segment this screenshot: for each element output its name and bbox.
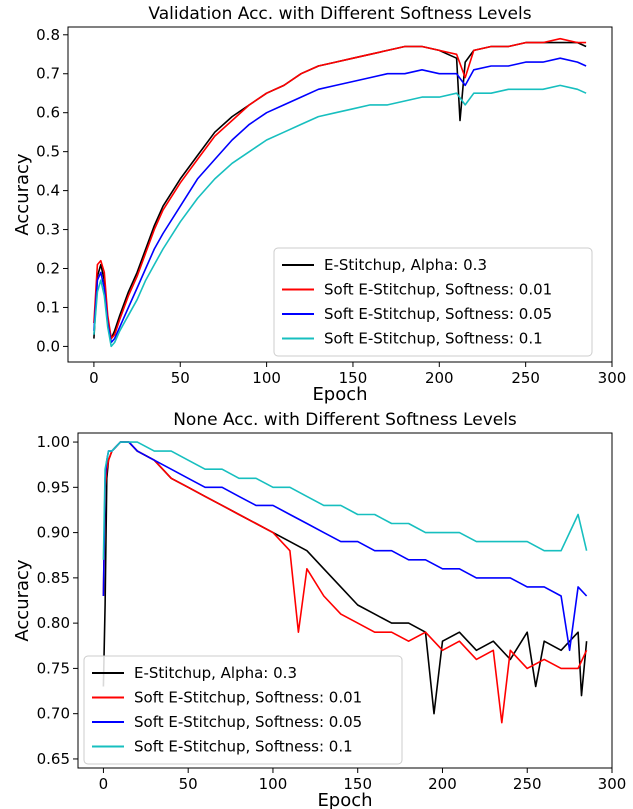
chart-2-legend-label-2: Soft E-Stitchup, Softness: 0.01 xyxy=(134,689,362,707)
chart-1-x-tick-label: 100 xyxy=(252,369,281,387)
chart-2-legend-label-3: Soft E-Stitchup, Softness: 0.05 xyxy=(134,713,362,731)
chart-2-y-tick-label: 0.70 xyxy=(37,705,70,723)
chart-1-y-tick-label: 0.8 xyxy=(36,26,60,44)
chart-2-y-tick-label: 0.95 xyxy=(37,478,70,496)
chart-2-x-tick-label: 250 xyxy=(513,775,542,793)
chart-2-x-tick-label: 300 xyxy=(598,775,627,793)
chart-1-x-tick-label: 200 xyxy=(425,369,454,387)
chart-1-legend: E-Stitchup, Alpha: 0.3 Soft E-Stitchup, S… xyxy=(273,247,593,357)
chart-1-x-tick-label: 0 xyxy=(89,369,99,387)
chart-1-x-tick-label: 150 xyxy=(339,369,368,387)
chart-2-legend-label-1: E-Stitchup, Alpha: 0.3 xyxy=(134,664,297,682)
chart-1-y-tick-label: 0.4 xyxy=(36,182,60,200)
chart-1-axes-frame xyxy=(67,26,613,363)
chart-2-series-line-4 xyxy=(102,441,588,560)
chart-1-y-axis-label: Accuracy xyxy=(12,153,33,236)
chart-2-legend-label-4: Soft E-Stitchup, Softness: 0.1 xyxy=(134,738,353,756)
chart-2-x-tick-label: 200 xyxy=(428,775,457,793)
chart-2-y-tick-label: 0.75 xyxy=(37,659,70,677)
chart-1-legend-label-4: Soft E-Stitchup, Softness: 0.1 xyxy=(324,330,543,348)
chart-1-x-tick-label: 50 xyxy=(171,369,190,387)
chart-2-x-tick-label: 150 xyxy=(343,775,372,793)
chart-1-title: Validation Acc. with Different Softness … xyxy=(148,4,531,24)
chart-2-legend-box xyxy=(83,655,403,765)
chart-1-y-tick-label: 0.7 xyxy=(36,65,60,83)
chart-2-x-axis-label: Epoch xyxy=(317,790,372,809)
chart-2-y-tick-label: 0.80 xyxy=(37,614,70,632)
chart-2-x-tick-label: 0 xyxy=(99,775,109,793)
chart-2-group: None Acc. with Different Softness Levels… xyxy=(12,410,626,809)
chart-2-y-tick-label: 0.65 xyxy=(37,750,70,768)
chart-1-y-tick-label: 0.5 xyxy=(36,143,60,161)
chart-1-legend-label-2: Soft E-Stitchup, Softness: 0.01 xyxy=(324,281,552,299)
chart-2-legend: E-Stitchup, Alpha: 0.3 Soft E-Stitchup, S… xyxy=(83,655,403,765)
chart-1-x-axis-label: Epoch xyxy=(312,384,367,405)
chart-1-series-line-2 xyxy=(93,37,587,340)
chart-1-series-line-4 xyxy=(93,84,587,348)
chart-2-title: None Acc. with Different Softness Levels xyxy=(173,410,517,430)
chart-2-series-line-3 xyxy=(102,441,588,652)
chart-1-legend-label-3: Soft E-Stitchup, Softness: 0.05 xyxy=(324,305,552,323)
chart-2-x-tick-label: 50 xyxy=(179,775,198,793)
chart-2-y-tick-label: 0.85 xyxy=(37,569,70,587)
chart-1-y-tick-label: 0.0 xyxy=(36,337,60,355)
chart-1-series-line-3 xyxy=(93,57,587,344)
chart-2-y-tick-label: 1.00 xyxy=(37,433,70,451)
chart-2-axes-frame xyxy=(77,432,613,769)
chart-1-legend-box xyxy=(273,247,593,357)
chart-1-group: Validation Acc. with Different Softness … xyxy=(12,4,626,405)
chart-1-y-tick-label: 0.3 xyxy=(36,221,60,239)
chart-1-x-tick-label: 300 xyxy=(598,369,627,387)
chart-1-y-tick-label: 0.2 xyxy=(36,260,60,278)
chart-2-y-axis-label: Accuracy xyxy=(12,559,33,642)
chart-1-y-tick-label: 0.6 xyxy=(36,104,60,122)
chart-2-x-tick-label: 100 xyxy=(259,775,288,793)
chart-1-legend-label-1: E-Stitchup, Alpha: 0.3 xyxy=(324,256,487,274)
chart-1-x-tick-label: 250 xyxy=(511,369,540,387)
chart-1-y-tick-label: 0.1 xyxy=(36,298,60,316)
chart-2-y-tick-label: 0.90 xyxy=(37,524,70,542)
